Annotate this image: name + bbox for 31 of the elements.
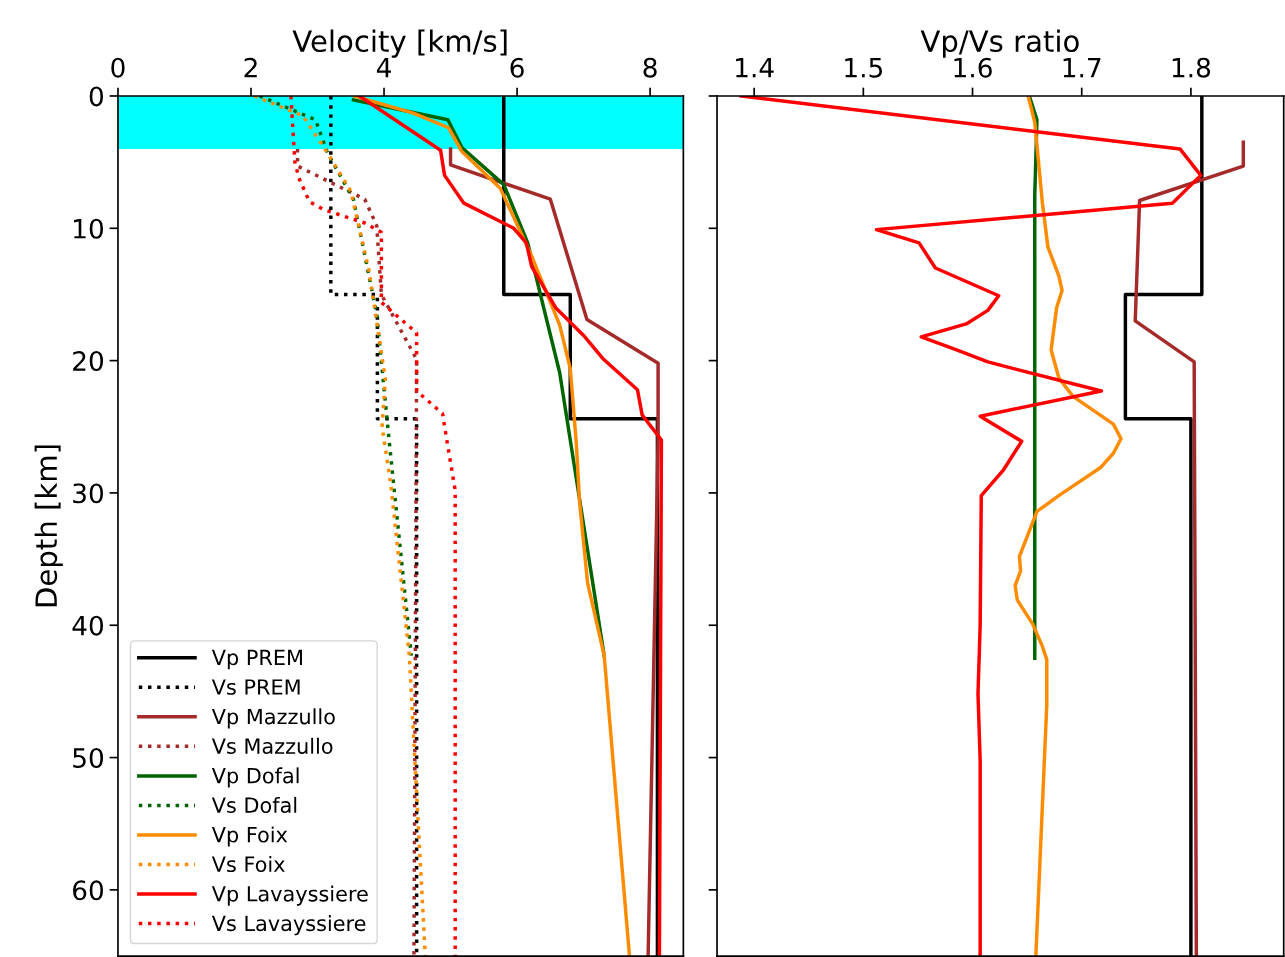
legend-label: Vp PREM [211,649,302,670]
y-tick-label: 10 [74,218,104,239]
legend-label: Vp Foix [211,826,288,847]
x-tick-label: 4 [376,58,391,78]
x-tick-label: 2 [244,57,257,78]
y-axis-title: Depth [km] [34,445,63,607]
legend-label: Vs Dofal [211,796,297,814]
y-tick-label: 20 [73,351,104,372]
legend-label: Vs Lavayssiere [211,915,366,936]
x-tick-label: 1.5 [845,58,883,78]
y-tick-label: 40 [72,615,104,636]
x-tick-label: 8 [643,57,657,78]
legend-label: Vs PREM [211,679,300,695]
legend-label: Vs Mazzullo [211,737,333,754]
legend-label: Vs Foix [211,855,285,873]
line-series [448,147,660,957]
y-tick-label: 30 [73,483,104,504]
y-tick-label: 0 [89,86,104,107]
x-axis-title: Vp/Vs ratio [920,29,1079,58]
x-tick-label: 1.8 [1172,57,1211,78]
x-tick-label: 1.4 [736,58,774,78]
x-axis-title: Velocity [km/s] [292,29,507,58]
legend-label: Vp Dofal [211,767,299,788]
y-tick-label: 50 [73,748,104,768]
x-tick-label: 1.6 [954,57,992,78]
y-tick-label: 60 [73,880,104,901]
legend-label: Vp Mazzullo [211,708,335,729]
legend-label: Vp Lavayssiere [211,885,368,906]
x-tick-label: 0 [111,57,125,78]
x-tick-label: 6 [510,57,524,78]
x-tick-label: 1.7 [1063,58,1101,78]
